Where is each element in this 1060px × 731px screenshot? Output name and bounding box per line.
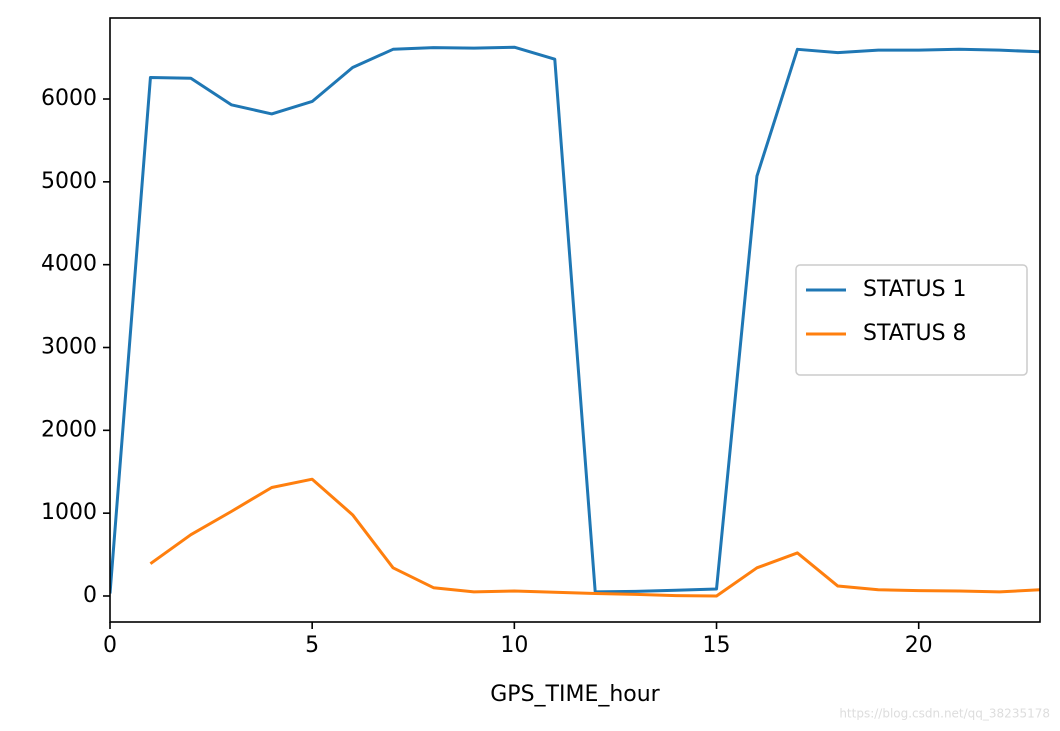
y-tick-label: 4000 [41,252,97,277]
y-tick-label: 5000 [41,169,97,194]
plot-frame [109,17,1041,623]
series-line [149,477,1040,598]
x-tick-label: 20 [905,633,933,658]
x-tick-label: 5 [305,633,319,658]
legend-label: STATUS 8 [863,321,967,346]
x-tick-label: 10 [500,633,528,658]
x-tick-label: 0 [103,633,117,658]
y-tick-label: 2000 [41,417,97,442]
legend-label: STATUS 1 [863,277,967,302]
x-tick-label: 15 [703,633,731,658]
y-tick-label: 1000 [41,500,97,525]
y-tick-label: 3000 [41,334,97,359]
series-line [110,45,1040,594]
y-tick-label: 0 [83,583,97,608]
x-axis-label: GPS_TIME_hour [490,682,660,707]
y-tick-label: 6000 [41,86,97,111]
watermark: https://blog.csdn.net/qq_38235178 [839,707,1050,721]
legend-box [795,264,1028,376]
plot [110,45,1040,598]
